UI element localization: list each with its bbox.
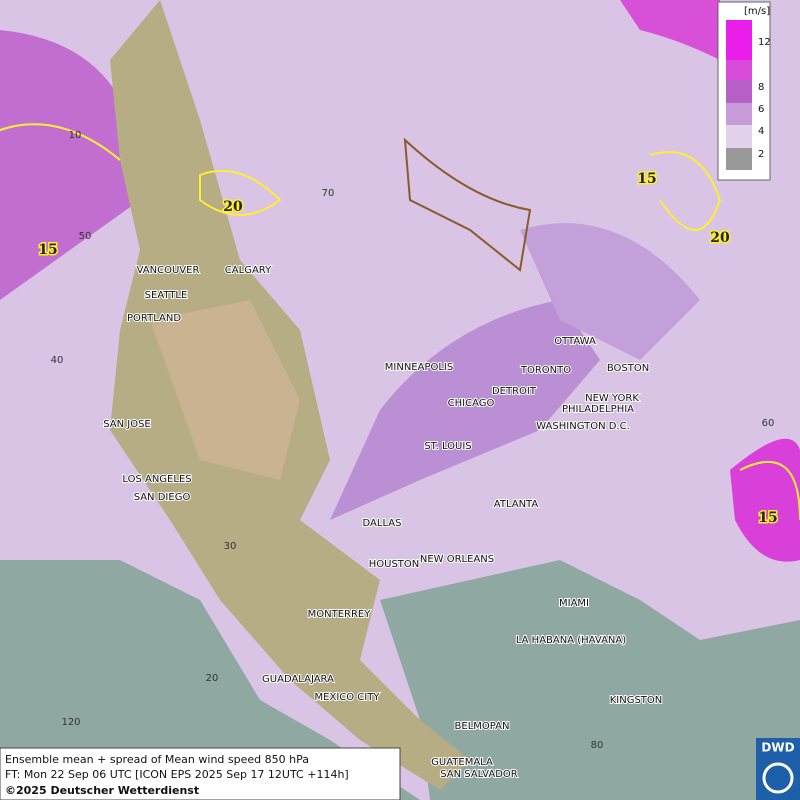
city-label: PHILADELPHIA — [562, 404, 634, 415]
footer-copyright: ©2025 Deutscher Wetterdienst — [5, 784, 199, 797]
graticule-label: 60 — [762, 418, 775, 429]
legend-tick: 4 — [758, 126, 764, 137]
legend-tick: 6 — [758, 104, 764, 115]
graticule-label: 80 — [591, 740, 604, 751]
footer-title: Ensemble mean + spread of Mean wind spee… — [5, 753, 309, 766]
contour-line — [0, 123, 800, 521]
logo-icon — [762, 762, 794, 794]
city-label: BELMOPAN — [455, 721, 510, 732]
contour-label: 15 — [38, 242, 57, 258]
legend-swatch — [726, 148, 752, 170]
legend-tick: 2 — [758, 149, 764, 160]
legend-tick: 8 — [758, 82, 764, 93]
legend-tick: 12 — [758, 37, 771, 48]
legend-swatch — [726, 60, 752, 80]
city-label: GUATEMALA — [431, 757, 493, 768]
logo: DWD — [761, 741, 794, 755]
city-label: NEW YORK — [585, 393, 639, 404]
graticule-label: 40 — [51, 355, 64, 366]
city-label: MEXICO CITY — [315, 692, 381, 703]
coastline — [403, 137, 532, 272]
city-label: TORONTO — [520, 365, 571, 376]
legend-unit: [m/s] — [744, 6, 770, 17]
wind-patch — [620, 0, 720, 60]
contour-label: 15 — [758, 510, 777, 526]
legend-swatch — [726, 20, 752, 60]
ocean-pacific — [0, 560, 420, 800]
graticule-label: 70 — [322, 188, 335, 199]
city-label: ATLANTA — [494, 499, 539, 510]
city-label: MONTERREY — [308, 609, 372, 620]
wind-patch — [0, 30, 140, 300]
city-label: CALGARY — [225, 265, 272, 276]
city-label: LOS ANGELES — [122, 474, 191, 485]
city-label: LA HABANA (HAVANA) — [516, 635, 626, 646]
graticule-label: 120 — [61, 717, 80, 728]
logo-box — [756, 738, 800, 800]
wind-patch — [330, 300, 600, 520]
terrain — [150, 300, 300, 480]
ocean-caribbean — [380, 560, 800, 800]
footer-box — [0, 747, 401, 800]
city-label: OTTAWA — [554, 336, 596, 347]
city-label: DETROIT — [492, 386, 537, 397]
city-label: HOUSTON — [369, 559, 420, 570]
city-label: SAN DIEGO — [134, 492, 191, 503]
wind-patch — [730, 438, 800, 562]
city-label: ST. LOUIS — [424, 441, 471, 452]
city-label: GUADALAJARA — [262, 674, 334, 685]
contour-label: 20 — [223, 199, 243, 215]
legend-swatch — [726, 80, 752, 103]
graticule-label: 20 — [206, 673, 219, 684]
city-label: NEW ORLEANS — [420, 554, 494, 565]
city-label: KINGSTON — [610, 695, 663, 706]
wind-patch — [520, 223, 700, 360]
legend-swatch — [726, 103, 752, 125]
contour-label: 20 — [710, 230, 730, 246]
city-label: WASHINGTON D.C. — [536, 421, 630, 432]
city-label: VANCOUVER — [137, 265, 200, 276]
city-label: SEATTLE — [145, 290, 188, 301]
city-label: MIAMI — [559, 598, 589, 609]
city-label: BOSTON — [607, 363, 649, 374]
graticule-label: 10 — [69, 130, 82, 141]
city-label: MINNEAPOLIS — [385, 362, 453, 373]
city-label: SAN JOSE — [103, 419, 151, 430]
city-label: CHICAGO — [448, 398, 495, 409]
city-label: SAN SALVADOR — [440, 769, 517, 780]
footer-forecast: FT: Mon 22 Sep 06 UTC [ICON EPS 2025 Sep… — [5, 768, 349, 781]
graticule-label: 30 — [224, 541, 237, 552]
city-label: PORTLAND — [127, 313, 181, 324]
contour-label: 15 — [637, 171, 656, 187]
legend-swatch — [726, 125, 752, 148]
graticule-label: 50 — [79, 231, 92, 242]
city-label: DALLAS — [363, 518, 402, 529]
